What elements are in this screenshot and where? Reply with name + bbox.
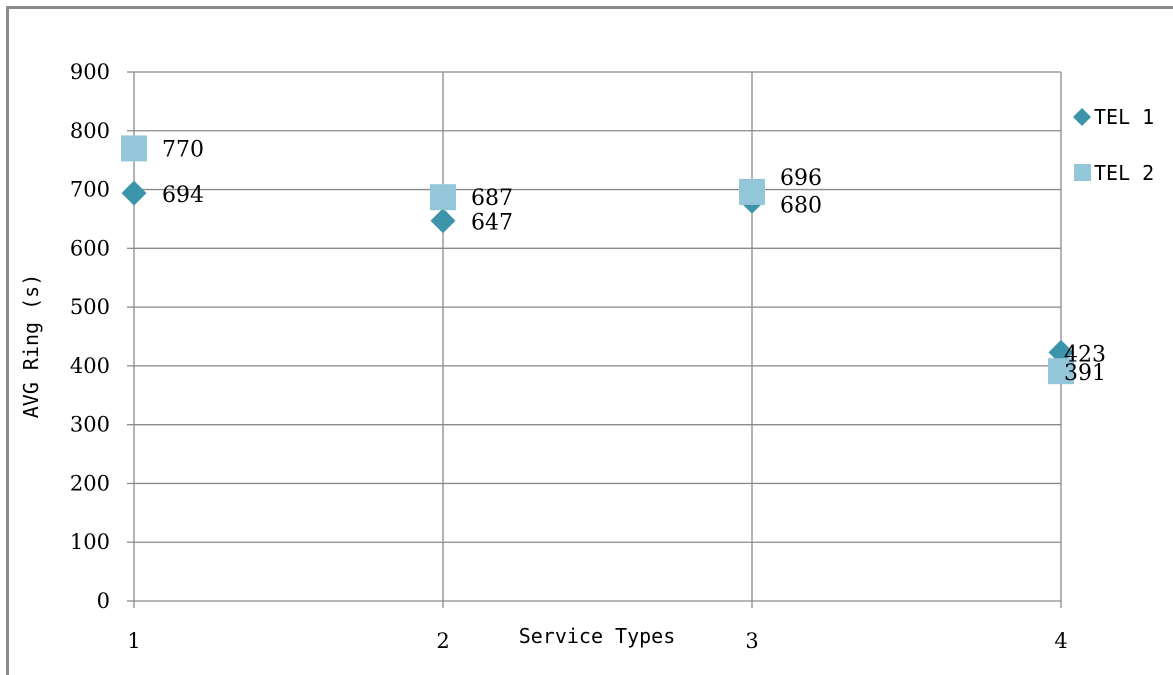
- tel1-data-label: 694: [162, 183, 204, 208]
- tel2-point: [430, 184, 456, 211]
- grid-lines: [134, 71, 1062, 601]
- tel1-point: [121, 180, 147, 206]
- y-tick-label: 200: [70, 471, 110, 495]
- x-tick-label: 2: [436, 629, 449, 653]
- x-tick-label: 3: [745, 629, 758, 653]
- y-tick-label: 0: [97, 589, 110, 613]
- legend-marker-tel1: [1073, 108, 1091, 126]
- data-labels: 694 647 680 423 770 687 696 391: [162, 137, 1106, 386]
- y-tick-label: 400: [70, 354, 110, 378]
- y-tick-label: 300: [70, 413, 110, 437]
- data-points: [121, 135, 1074, 385]
- chart-frame: [6, 6, 1173, 675]
- legend-marker-tel2: [1074, 164, 1091, 181]
- legend-label-tel1: TEL 1: [1094, 105, 1154, 129]
- tel1-point: [430, 208, 456, 234]
- axes: [127, 71, 1062, 608]
- x-tick-label: 1: [127, 629, 140, 653]
- tel2-data-label: 770: [162, 137, 204, 162]
- tel1-data-label: 423: [1064, 342, 1106, 367]
- x-tick-labels: 1 2 3 4: [127, 629, 1067, 653]
- legend: TEL 1 TEL 2: [1073, 105, 1154, 185]
- y-tick-label: 600: [70, 236, 110, 260]
- x-tick-label: 4: [1054, 629, 1067, 653]
- y-tick-label: 900: [70, 60, 110, 84]
- tel2-point: [1048, 358, 1074, 385]
- tel1-data-label: 647: [471, 211, 513, 236]
- tel2-data-label: 696: [780, 166, 822, 191]
- tel2-point: [739, 178, 765, 205]
- y-tick-label: 500: [70, 295, 110, 319]
- tel2-point: [121, 135, 147, 162]
- y-tick-label: 100: [70, 530, 110, 554]
- tel2-data-label: 687: [471, 186, 513, 211]
- y-tick-label: 700: [70, 178, 110, 202]
- y-axis-title: AVG Ring (s): [19, 274, 43, 419]
- y-tick-label: 800: [70, 119, 110, 143]
- x-axis-title: Service Types: [519, 624, 676, 648]
- tel1-data-label: 680: [780, 193, 822, 218]
- legend-label-tel2: TEL 2: [1094, 161, 1154, 185]
- y-tick-labels: 0 100 200 300 400 500 600 700 800 900: [70, 60, 110, 613]
- tel2-data-label: 391: [1064, 361, 1106, 386]
